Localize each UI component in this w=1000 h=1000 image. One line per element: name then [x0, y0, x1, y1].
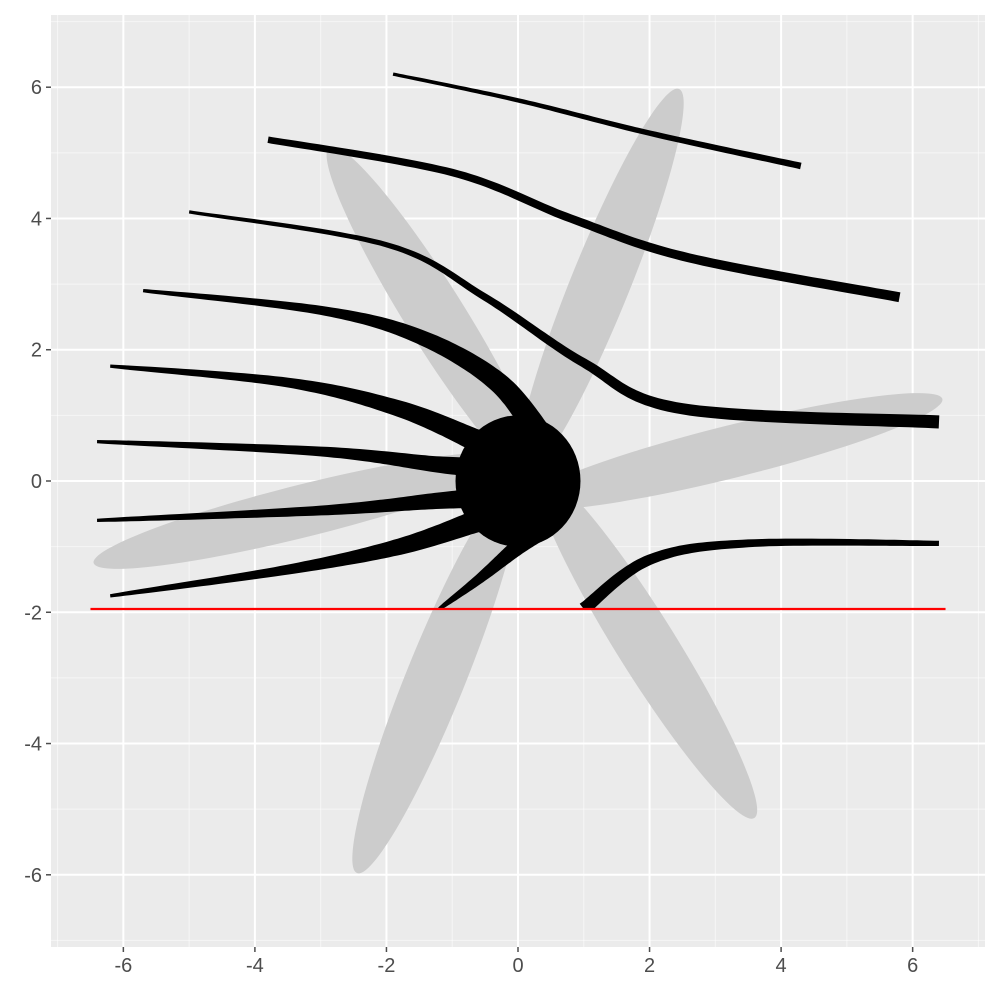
x-tick-label: -4	[246, 955, 264, 977]
y-tick-label: 0	[31, 471, 42, 493]
y-tick-label: -6	[24, 865, 42, 887]
strand-5	[110, 364, 483, 453]
petal-nw	[326, 146, 546, 488]
central-blob	[455, 415, 581, 547]
petal-ne	[516, 88, 684, 480]
strand-4	[142, 289, 555, 450]
strand-1	[392, 72, 802, 170]
strand-10	[579, 538, 939, 609]
black-strands	[97, 72, 940, 609]
y-tick-label: -4	[24, 734, 42, 756]
strand-8	[110, 509, 483, 598]
strand-7	[97, 485, 493, 522]
y-tick-label: 6	[31, 77, 42, 99]
y-tick-label: 2	[31, 340, 42, 362]
x-tick-label: 6	[907, 955, 918, 977]
strand-6	[97, 440, 493, 480]
x-tick-label: -6	[114, 955, 132, 977]
strand-2	[267, 136, 901, 303]
axes: -6 -4 -2 0 2 4 6 -6 -4 -2 0 2 4 6	[24, 77, 918, 977]
y-tick-label: 4	[31, 208, 42, 230]
x-tick-label: 0	[512, 955, 523, 977]
petal-se	[535, 471, 758, 819]
x-tick-label: -2	[378, 955, 396, 977]
y-tick-label: -2	[24, 602, 42, 624]
x-tick-label: 4	[776, 955, 787, 977]
x-tick-label: 2	[644, 955, 655, 977]
